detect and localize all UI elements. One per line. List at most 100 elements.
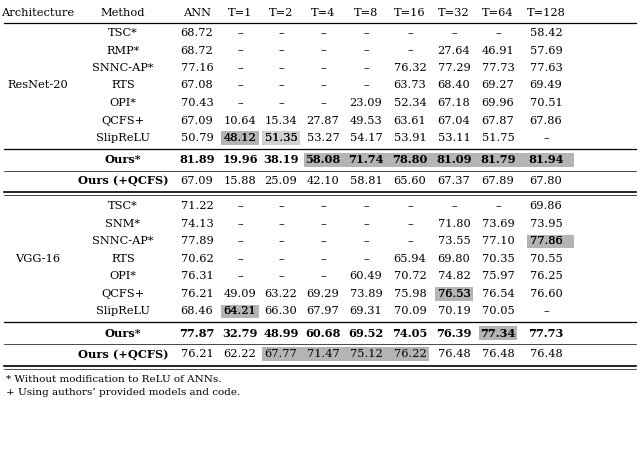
Text: 23.09: 23.09 (349, 98, 382, 108)
Text: + Using authors’ provided models and code.: + Using authors’ provided models and cod… (6, 388, 240, 397)
Text: 48.12: 48.12 (223, 133, 257, 143)
Text: –: – (278, 201, 284, 211)
Text: –: – (363, 80, 369, 91)
Text: 15.88: 15.88 (223, 176, 257, 186)
Text: QCFS+: QCFS+ (101, 289, 145, 299)
Text: 67.77: 67.77 (264, 349, 298, 359)
Text: 67.09: 67.09 (180, 115, 213, 125)
Text: 70.43: 70.43 (180, 98, 213, 108)
Text: 70.05: 70.05 (482, 306, 515, 316)
Text: –: – (278, 63, 284, 73)
Text: OPI*: OPI* (109, 271, 136, 282)
Text: 10.64: 10.64 (223, 115, 257, 125)
Text: 54.17: 54.17 (349, 133, 382, 143)
Text: 48.12: 48.12 (223, 133, 257, 143)
Text: 75.98: 75.98 (394, 289, 426, 299)
Text: 15.34: 15.34 (264, 115, 298, 125)
Text: 38.19: 38.19 (263, 154, 299, 165)
Bar (221, 131, 259, 145)
Text: 70.55: 70.55 (530, 254, 563, 264)
Text: –: – (237, 254, 243, 264)
Text: 25.09: 25.09 (264, 176, 298, 186)
Text: 48.99: 48.99 (263, 328, 299, 339)
Text: 67.86: 67.86 (530, 115, 563, 125)
Text: 51.35: 51.35 (264, 133, 298, 143)
Text: 76.54: 76.54 (482, 289, 515, 299)
Text: 74.05: 74.05 (392, 328, 428, 339)
Text: T=2: T=2 (269, 8, 293, 18)
Text: 46.91: 46.91 (482, 46, 515, 56)
Text: –: – (407, 28, 413, 38)
Text: –: – (237, 63, 243, 73)
Text: RMP*: RMP* (106, 46, 140, 56)
Text: 70.51: 70.51 (530, 98, 563, 108)
Text: Architecture: Architecture (1, 8, 75, 18)
Text: 77.29: 77.29 (438, 63, 470, 73)
Text: 19.96: 19.96 (222, 154, 258, 165)
Text: 62.22: 62.22 (223, 349, 257, 359)
Text: 67.89: 67.89 (482, 176, 515, 186)
Text: 81.94: 81.94 (528, 154, 564, 165)
Text: –: – (320, 254, 326, 264)
Text: –: – (407, 46, 413, 56)
Text: 77.34: 77.34 (480, 328, 516, 339)
Text: –: – (237, 98, 243, 108)
Text: 76.48: 76.48 (482, 349, 515, 359)
Text: 69.52: 69.52 (348, 328, 383, 339)
Text: TSC*: TSC* (108, 28, 138, 38)
Text: 60.68: 60.68 (305, 328, 340, 339)
Text: Ours*: Ours* (105, 328, 141, 339)
Text: 49.53: 49.53 (349, 115, 382, 125)
Text: –: – (363, 237, 369, 247)
Text: 68.72: 68.72 (180, 46, 213, 56)
Text: 51.75: 51.75 (482, 133, 515, 143)
Text: 68.72: 68.72 (180, 28, 213, 38)
Text: 76.60: 76.60 (530, 289, 563, 299)
Text: 71.47: 71.47 (307, 349, 339, 359)
Text: 81.09: 81.09 (436, 154, 472, 165)
Text: –: – (237, 219, 243, 229)
Text: 69.86: 69.86 (530, 201, 563, 211)
Text: 42.10: 42.10 (307, 176, 339, 186)
Text: T=4: T=4 (311, 8, 335, 18)
Bar (527, 235, 574, 248)
Text: 60.49: 60.49 (349, 271, 382, 282)
Text: 76.53: 76.53 (438, 289, 470, 299)
Text: 49.09: 49.09 (223, 289, 257, 299)
Text: –: – (451, 28, 457, 38)
Text: –: – (363, 201, 369, 211)
Text: –: – (407, 201, 413, 211)
Text: –: – (320, 219, 326, 229)
Text: –: – (278, 28, 284, 38)
Text: –: – (320, 28, 326, 38)
Text: 53.11: 53.11 (438, 133, 470, 143)
Text: –: – (237, 28, 243, 38)
Text: –: – (543, 306, 549, 316)
Text: 78.80: 78.80 (392, 154, 428, 165)
Text: 71.22: 71.22 (180, 201, 213, 211)
Text: 71.80: 71.80 (438, 219, 470, 229)
Text: 81.89: 81.89 (179, 154, 215, 165)
Bar (479, 326, 517, 340)
Text: QCFS+: QCFS+ (101, 115, 145, 125)
Text: 77.89: 77.89 (180, 237, 213, 247)
Text: 69.80: 69.80 (438, 254, 470, 264)
Text: 67.08: 67.08 (180, 80, 213, 91)
Text: 67.97: 67.97 (307, 306, 339, 316)
Text: –: – (320, 271, 326, 282)
Text: –: – (451, 201, 457, 211)
Text: 65.60: 65.60 (394, 176, 426, 186)
Text: 67.37: 67.37 (438, 176, 470, 186)
Text: Ours (+QCFS): Ours (+QCFS) (77, 349, 168, 360)
Text: SNM*: SNM* (106, 219, 141, 229)
Text: –: – (495, 201, 501, 211)
Text: ResNet-20: ResNet-20 (8, 80, 68, 91)
Text: –: – (278, 219, 284, 229)
Text: T=8: T=8 (354, 8, 378, 18)
Text: 52.34: 52.34 (394, 98, 426, 108)
Text: 73.95: 73.95 (530, 219, 563, 229)
Text: 69.31: 69.31 (349, 306, 382, 316)
Text: 58.42: 58.42 (530, 28, 563, 38)
Text: VGG-16: VGG-16 (15, 254, 61, 264)
Text: SlipReLU: SlipReLU (96, 133, 150, 143)
